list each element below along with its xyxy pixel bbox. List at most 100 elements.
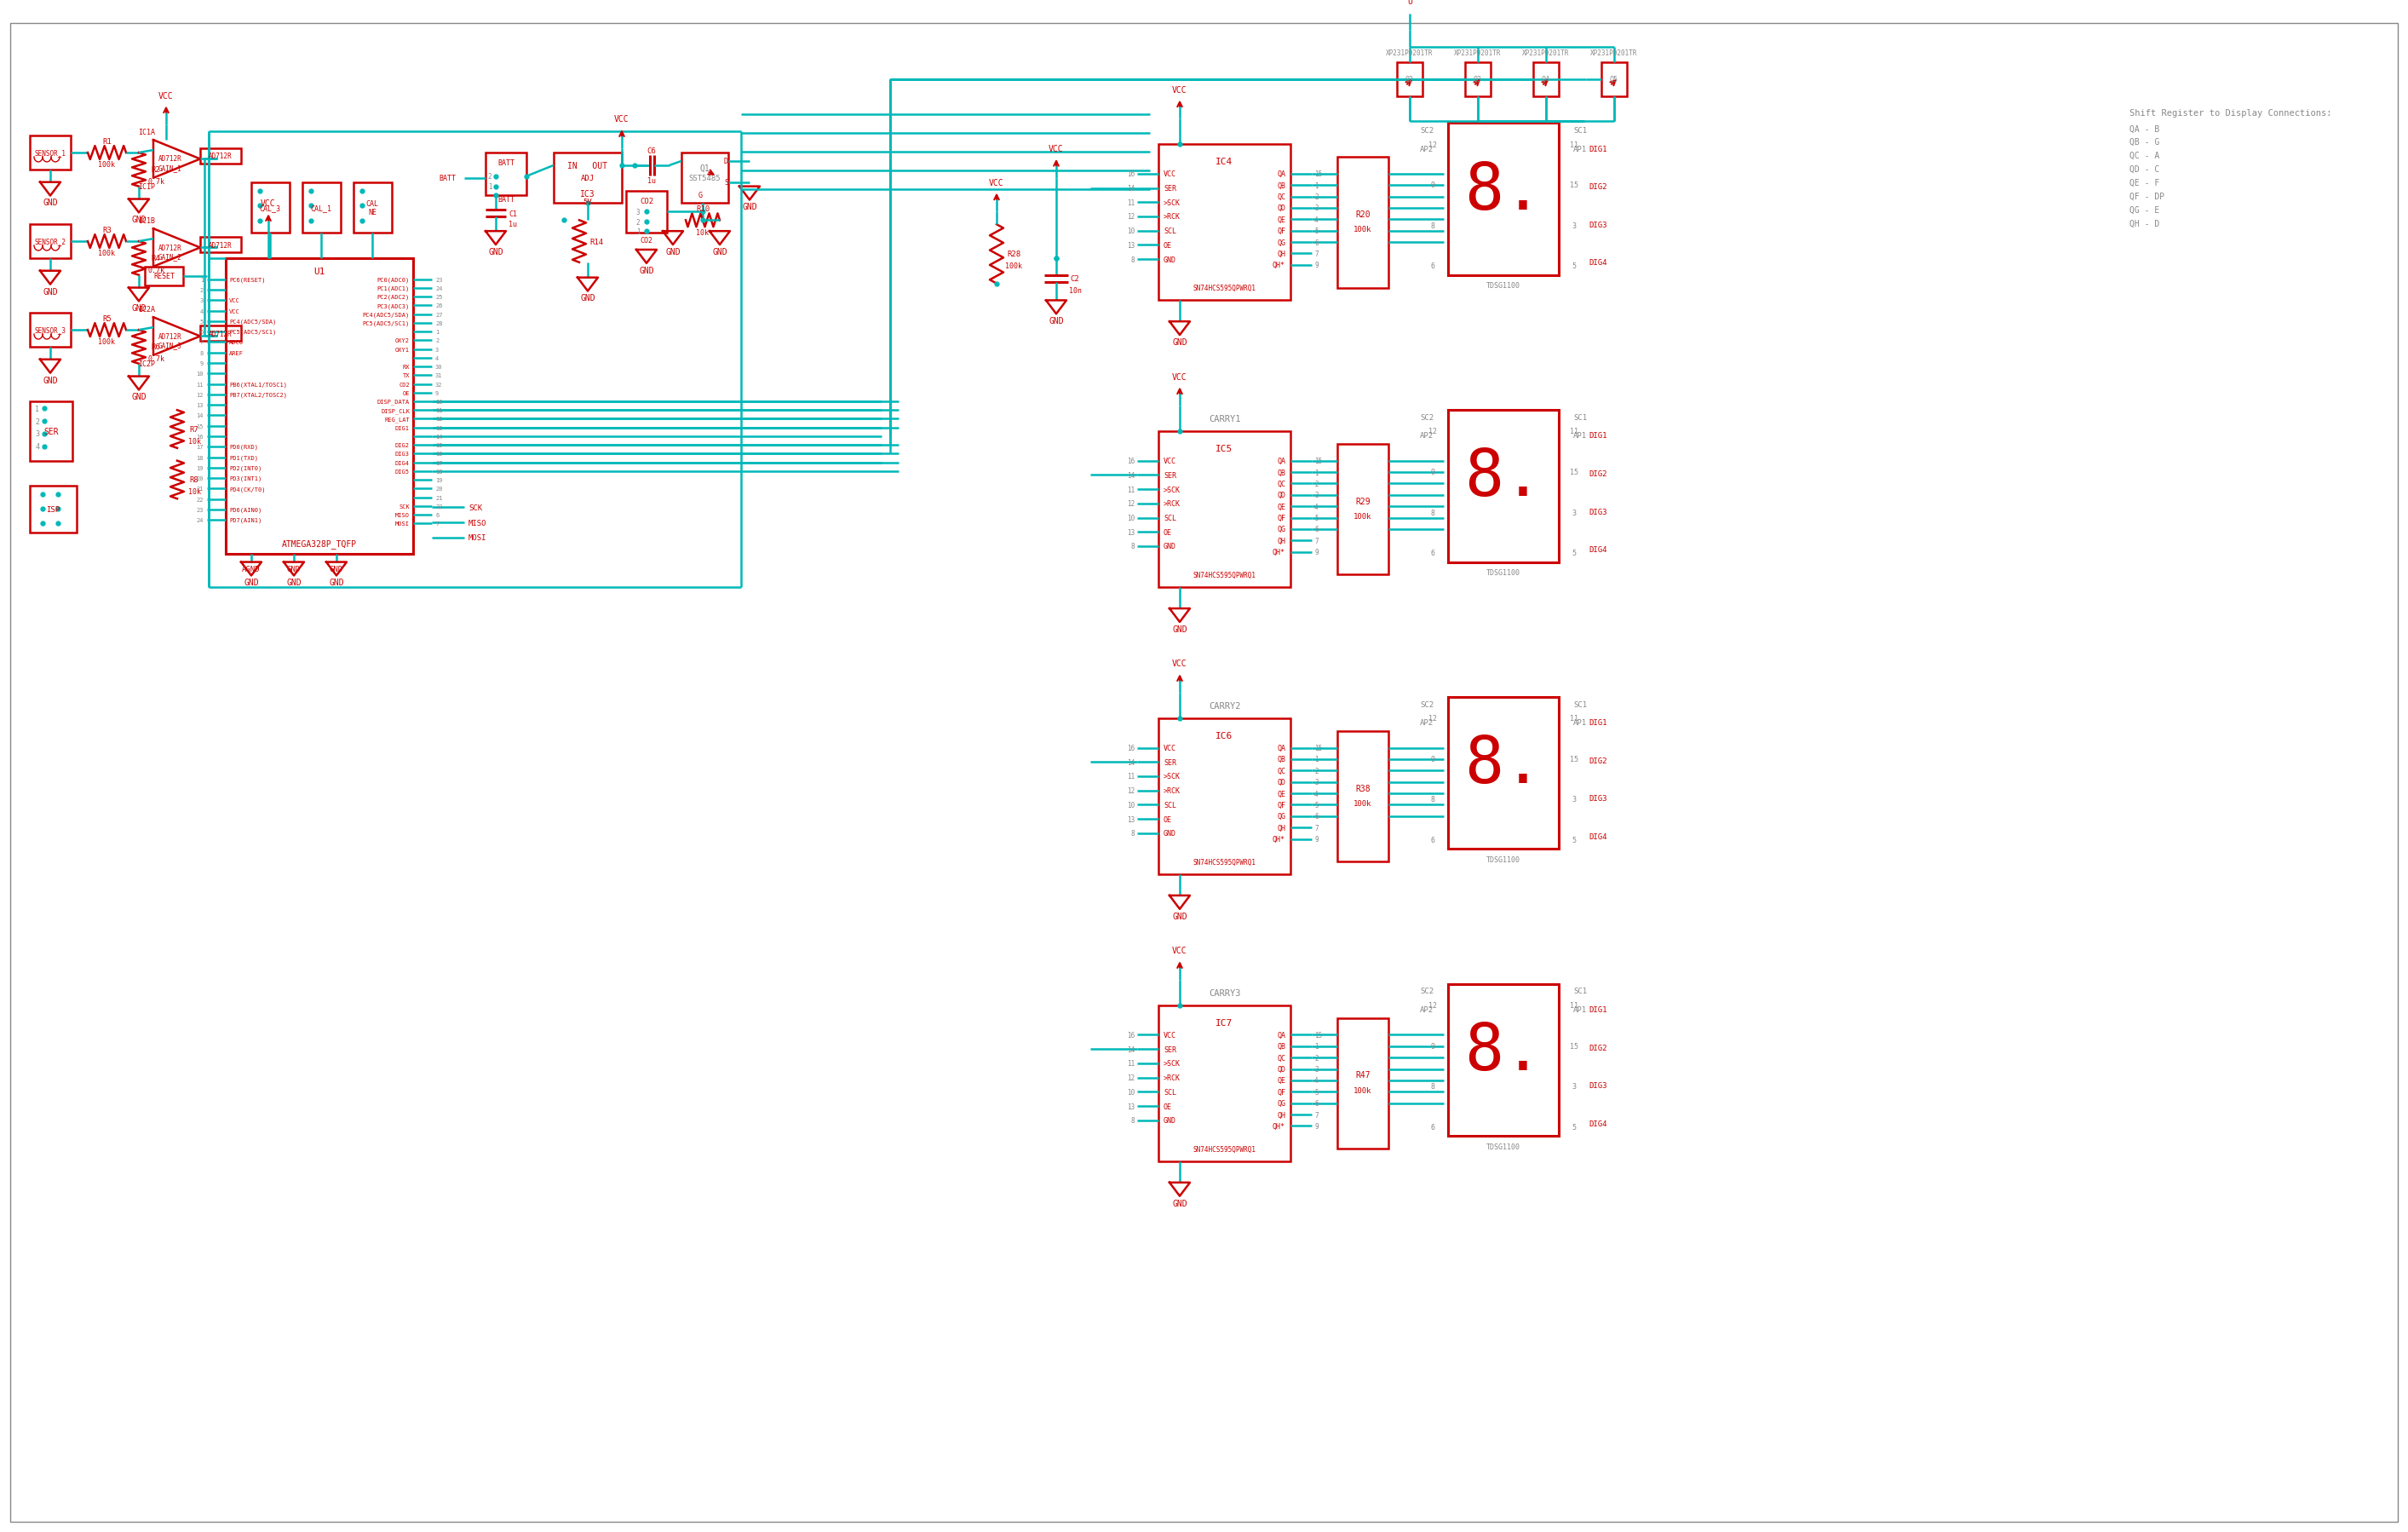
Text: 30: 30 — [436, 365, 443, 369]
Text: 20: 20 — [436, 487, 443, 492]
Text: GND: GND — [580, 294, 595, 303]
Text: 11: 11 — [1570, 1002, 1577, 1010]
Text: 1: 1 — [36, 404, 39, 412]
Text: 5: 5 — [1572, 836, 1577, 844]
Text: SC1: SC1 — [1572, 987, 1587, 994]
Text: 2: 2 — [489, 173, 491, 181]
Bar — [303, 182, 340, 233]
Text: R8: R8 — [190, 476, 200, 484]
Text: 16: 16 — [1127, 1031, 1134, 1039]
Text: ADJ: ADJ — [580, 175, 595, 182]
Text: 13: 13 — [1127, 529, 1134, 536]
Text: 9: 9 — [1315, 548, 1317, 556]
Text: QD: QD — [1276, 205, 1286, 213]
Text: VCC: VCC — [1173, 86, 1187, 95]
Text: 10n: 10n — [1069, 286, 1081, 294]
Text: 13: 13 — [436, 426, 443, 430]
Bar — [1336, 1019, 1389, 1149]
Bar — [1397, 63, 1423, 97]
Text: R10: R10 — [696, 205, 710, 213]
Text: QH: QH — [1276, 1111, 1286, 1118]
Text: GND: GND — [489, 248, 503, 256]
Text: 6: 6 — [1430, 262, 1435, 270]
Text: Shift Register to Display Connections:: Shift Register to Display Connections: — [2129, 109, 2331, 118]
Text: MISO: MISO — [395, 513, 409, 518]
Text: 11: 11 — [436, 408, 443, 414]
Text: QE: QE — [1276, 1077, 1286, 1085]
Text: 100k: 100k — [1353, 225, 1373, 233]
Text: 8.: 8. — [1464, 1020, 1544, 1083]
Text: 100k: 100k — [1004, 262, 1021, 270]
Text: TDSG1100: TDSG1100 — [1486, 1143, 1519, 1151]
Text: 1: 1 — [1315, 755, 1317, 763]
Text: C2: C2 — [1072, 276, 1079, 283]
Bar — [1158, 432, 1291, 588]
Text: 14: 14 — [436, 434, 443, 440]
Text: DIG3: DIG3 — [395, 452, 409, 457]
Text: DISP_DATA: DISP_DATA — [378, 400, 409, 404]
Text: 8: 8 — [1132, 256, 1134, 264]
Text: 11: 11 — [1570, 427, 1577, 435]
Bar — [1336, 158, 1389, 288]
Text: QA: QA — [1276, 170, 1286, 178]
Text: 11: 11 — [1570, 141, 1577, 149]
Text: IC7: IC7 — [1216, 1019, 1233, 1026]
Text: 15: 15 — [1315, 170, 1322, 178]
Text: R47: R47 — [1356, 1071, 1370, 1080]
Text: 4: 4 — [1315, 502, 1317, 510]
Text: 2: 2 — [436, 339, 438, 343]
Text: QE - F: QE - F — [2129, 179, 2160, 187]
Text: GND: GND — [1163, 1117, 1178, 1124]
Text: 3: 3 — [1572, 1083, 1577, 1091]
Text: QH*: QH* — [1271, 548, 1286, 556]
Text: GND: GND — [665, 248, 681, 256]
Text: QH: QH — [1276, 538, 1286, 545]
Text: 16: 16 — [436, 452, 443, 457]
Text: CARRY2: CARRY2 — [1209, 702, 1240, 711]
Text: 2: 2 — [200, 288, 205, 293]
Text: GAIN_1: GAIN_1 — [159, 164, 183, 172]
Text: GND: GND — [1173, 625, 1187, 633]
Text: 1u: 1u — [508, 221, 518, 228]
Text: VCC: VCC — [1163, 745, 1178, 752]
Text: 9: 9 — [1430, 1042, 1435, 1049]
Text: 15: 15 — [1570, 182, 1577, 190]
Text: R1: R1 — [101, 138, 111, 146]
Text: AP1: AP1 — [1572, 432, 1587, 440]
Bar — [681, 153, 727, 204]
Text: QD: QD — [1276, 492, 1286, 499]
Text: CO2: CO2 — [400, 381, 409, 388]
Text: QC: QC — [1276, 480, 1286, 487]
Text: 10k: 10k — [696, 228, 708, 236]
Text: 13: 13 — [1127, 242, 1134, 250]
Text: XP231P0201TR: XP231P0201TR — [1522, 49, 1570, 57]
Text: 7: 7 — [1315, 538, 1317, 545]
Text: AD712R: AD712R — [159, 244, 183, 251]
Text: 2: 2 — [636, 219, 641, 227]
Text: QH*: QH* — [1271, 835, 1286, 843]
Text: 8: 8 — [200, 351, 205, 355]
Text: PB6(XTAL1/TOSC1): PB6(XTAL1/TOSC1) — [229, 381, 287, 388]
Text: PB7(XTAL2/TOSC2): PB7(XTAL2/TOSC2) — [229, 392, 287, 398]
Text: 100k: 100k — [1353, 513, 1373, 521]
Text: SCK: SCK — [470, 504, 482, 512]
Text: IC1P: IC1P — [137, 184, 154, 192]
Text: TDSG1100: TDSG1100 — [1486, 856, 1519, 864]
Text: 3: 3 — [200, 299, 205, 303]
Text: 5: 5 — [1572, 1123, 1577, 1131]
Text: VCC: VCC — [1163, 1031, 1178, 1039]
Text: SC1: SC1 — [1572, 414, 1587, 421]
Text: 8: 8 — [1430, 222, 1435, 230]
Text: SN74HCS595QPWRQ1: SN74HCS595QPWRQ1 — [1192, 571, 1257, 579]
Text: 9: 9 — [1430, 755, 1435, 763]
Text: 3: 3 — [1572, 795, 1577, 803]
Text: SN74HCS595QPWRQ1: SN74HCS595QPWRQ1 — [1192, 1144, 1257, 1152]
Text: 3: 3 — [436, 348, 438, 352]
Text: >RCK: >RCK — [1163, 213, 1180, 221]
Text: 19: 19 — [197, 466, 205, 470]
Text: QD: QD — [1276, 778, 1286, 786]
Bar — [1534, 63, 1558, 97]
Text: GND: GND — [742, 204, 756, 211]
Text: AP2: AP2 — [1421, 1007, 1433, 1014]
Text: SC2: SC2 — [1421, 127, 1433, 135]
